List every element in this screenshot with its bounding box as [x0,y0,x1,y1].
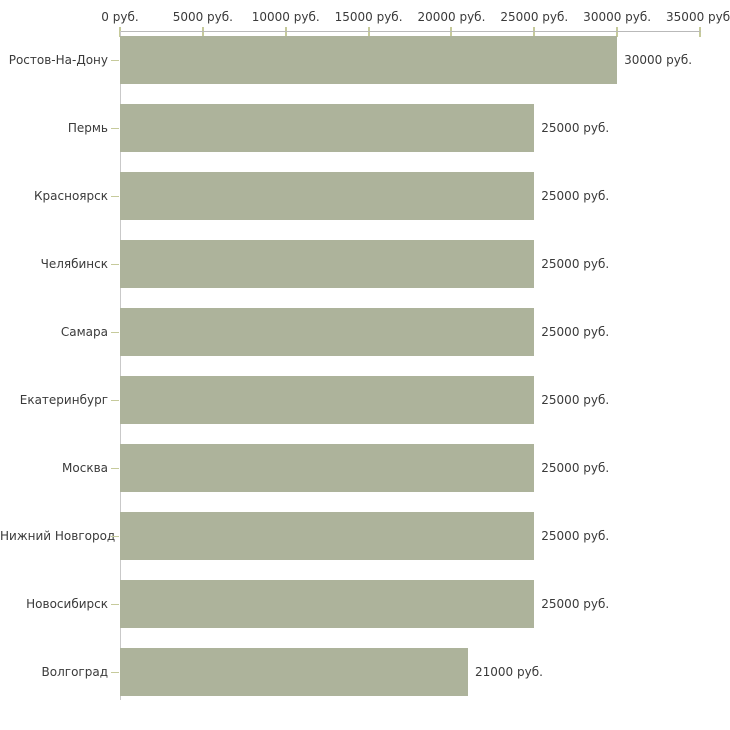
category-label: Красноярск [34,189,108,203]
bar [120,580,535,628]
value-label: 25000 руб. [541,121,610,135]
x-axis-tick-label: 35000 руб. [666,10,730,24]
value-label: 25000 руб. [541,257,610,271]
category-tick-mark [111,400,119,401]
category-tick-mark [111,128,119,129]
x-axis-line [120,31,701,32]
category-label: Пермь [67,121,108,135]
x-axis-tick-mark [699,27,701,37]
bar [120,444,535,492]
value-label: 25000 руб. [541,529,610,543]
bar [120,104,535,152]
value-label: 21000 руб. [475,665,543,679]
x-axis-tick-mark [533,27,536,37]
category-label: Ростов-На-Дону [8,53,108,67]
value-label: 30000 руб. [624,53,693,67]
x-axis-tick-label: 15000 руб. [334,10,403,24]
x-axis-tick-label: 5000 руб. [172,10,233,24]
category-label: Челябинск [40,257,108,271]
value-label: 25000 руб. [541,189,610,203]
x-axis-tick-mark [450,27,453,37]
value-label: 25000 руб. [541,461,610,475]
category-tick-mark [111,196,119,197]
y-axis-line [120,31,121,700]
x-axis-tick-label: 20000 руб. [417,10,486,24]
category-label: Москва [62,461,108,475]
category-tick-mark [111,264,119,265]
x-axis-tick-label: 30000 руб. [583,10,652,24]
x-axis-tick-label: 0 руб. [101,10,139,24]
bar [120,36,618,84]
category-tick-mark [111,468,119,469]
category-tick-mark [111,604,119,605]
category-label: Новосибирск [26,597,108,611]
category-label: Нижний Новгород [0,529,116,543]
x-axis-tick-mark [284,27,287,37]
category-tick-mark [111,536,119,537]
bar [120,512,535,560]
bar [120,376,535,424]
x-axis-tick-mark [201,27,204,37]
x-axis-tick-mark [367,27,370,37]
bar [120,308,535,356]
bar [120,172,535,220]
bar [120,240,535,288]
x-axis-tick-label: 25000 руб. [500,10,569,24]
x-axis-tick-label: 10000 руб. [251,10,320,24]
bar [120,648,468,696]
value-label: 25000 руб. [541,325,610,339]
category-tick-mark [111,332,119,333]
x-axis: 0 руб. 5000 руб. 10000 руб. 15000 руб. 20000… [0,0,730,37]
x-axis-tick-mark [616,27,619,37]
category-label: Волгоград [41,665,108,679]
category-label: Екатеринбург [19,393,108,407]
value-label: 25000 руб. [541,597,610,611]
category-label: Самара [60,325,108,339]
category-tick-mark [111,672,119,673]
category-tick-mark [111,60,119,61]
value-label: 25000 руб. [541,393,610,407]
